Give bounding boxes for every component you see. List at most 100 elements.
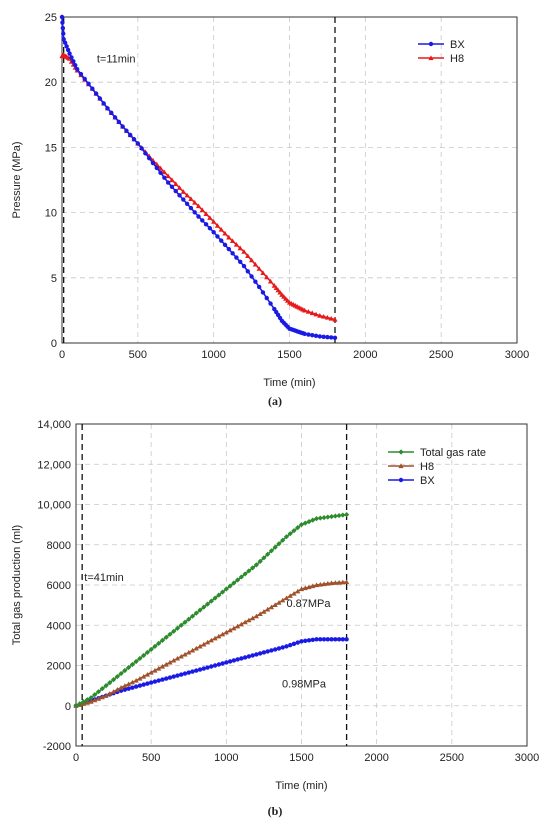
data-point	[313, 515, 320, 522]
annotation: 0.98MPa	[282, 679, 327, 691]
x-axis-label: Time (min)	[275, 780, 327, 792]
data-point	[147, 155, 152, 161]
data-point	[145, 681, 150, 686]
data-point	[137, 675, 143, 681]
data-point	[302, 331, 307, 337]
data-point	[313, 311, 319, 317]
data-point	[222, 230, 228, 236]
data-point	[237, 245, 243, 251]
data-point	[204, 601, 211, 607]
data-point	[180, 189, 186, 194]
data-point	[227, 583, 233, 589]
data-point	[99, 694, 105, 700]
data-point	[344, 637, 349, 642]
data-point	[92, 697, 98, 703]
data-point	[152, 667, 158, 673]
data-point	[287, 531, 293, 537]
data-point	[295, 640, 300, 645]
legend-marker	[398, 449, 404, 455]
data-point	[141, 673, 147, 679]
panel-caption: (a)	[268, 394, 282, 408]
data-point	[107, 680, 113, 686]
data-point	[193, 645, 199, 651]
data-point	[291, 641, 297, 647]
data-point	[261, 650, 267, 655]
data-point	[272, 602, 278, 607]
data-point	[209, 664, 214, 669]
data-point	[256, 284, 262, 290]
data-point	[129, 679, 135, 685]
data-point	[276, 541, 282, 547]
y-tick-label: 4000	[47, 620, 71, 632]
data-point	[272, 544, 278, 550]
data-point	[73, 703, 79, 709]
data-point	[321, 637, 327, 642]
data-point	[201, 641, 207, 647]
data-point	[344, 579, 350, 585]
data-point	[88, 699, 94, 704]
data-point	[178, 653, 184, 659]
y-tick-label: 2000	[47, 661, 71, 673]
data-point	[118, 670, 124, 677]
data-point	[105, 106, 110, 111]
data-point	[276, 646, 282, 651]
x-tick-label: 1500	[277, 349, 301, 361]
legend-marker	[398, 477, 404, 483]
data-point	[97, 96, 103, 101]
data-point	[143, 151, 148, 156]
data-point	[227, 659, 233, 664]
data-point	[238, 259, 243, 265]
data-point	[257, 611, 263, 617]
data-point	[291, 590, 297, 596]
data-point	[283, 534, 290, 540]
data-point	[260, 290, 266, 295]
plot-frame	[75, 423, 528, 747]
data-point	[246, 568, 252, 574]
data-point	[214, 223, 221, 228]
data-point	[336, 637, 342, 642]
data-point	[317, 581, 323, 587]
data-point	[238, 621, 244, 627]
data-point	[318, 637, 323, 642]
data-point	[303, 638, 308, 644]
data-point	[329, 335, 334, 340]
data-point	[216, 633, 222, 639]
data-point	[265, 551, 271, 557]
data-point	[208, 637, 214, 643]
data-point	[61, 36, 66, 42]
data-point	[264, 274, 270, 280]
data-point	[268, 548, 275, 554]
data-point	[158, 170, 163, 176]
data-point	[333, 637, 338, 642]
data-point	[148, 669, 154, 675]
data-point	[219, 631, 226, 637]
data-point	[67, 51, 72, 56]
x-tick-label: 2500	[440, 752, 464, 764]
data-point	[73, 63, 78, 68]
data-point	[328, 315, 334, 321]
data-point	[329, 637, 334, 642]
data-point	[340, 637, 346, 642]
data-point	[280, 537, 286, 543]
x-tick-label: 3000	[515, 752, 539, 764]
data-point	[154, 165, 159, 171]
data-point	[265, 649, 270, 654]
data-point	[216, 592, 222, 598]
data-point	[62, 40, 68, 45]
data-point	[133, 658, 139, 665]
data-point	[325, 334, 330, 340]
data-point	[324, 314, 331, 320]
data-point	[69, 55, 74, 60]
y-tick-label: 0	[51, 338, 57, 350]
legend-marker	[398, 463, 404, 469]
data-point	[197, 667, 203, 672]
data-point	[235, 657, 240, 662]
data-point	[204, 639, 211, 645]
data-point	[253, 562, 259, 568]
data-point	[192, 199, 198, 205]
data-point	[156, 678, 161, 683]
data-point	[280, 645, 285, 650]
y-tick-label: 6000	[47, 580, 71, 592]
data-point	[182, 671, 188, 676]
data-point	[174, 625, 181, 631]
